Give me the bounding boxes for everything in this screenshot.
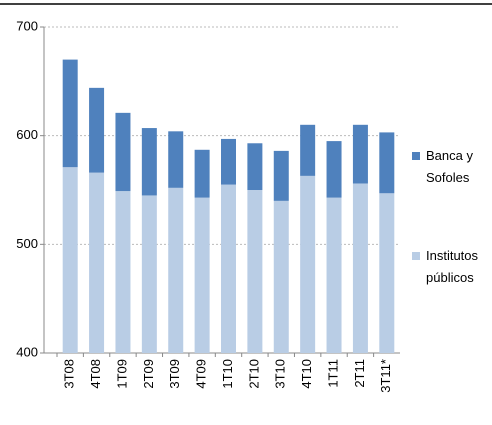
- bar-segment: [247, 190, 263, 353]
- x-tick-label: 4T09: [194, 359, 209, 389]
- x-tick-label: 1T10: [220, 359, 235, 389]
- bar-segment: [300, 175, 316, 353]
- legend-entry: Banca y Sofoles: [412, 145, 486, 189]
- x-tick-label: 2T10: [246, 359, 261, 389]
- bar-segment: [273, 200, 289, 353]
- x-tick-label: 2T11: [352, 359, 367, 388]
- bar-segment: [168, 131, 184, 188]
- bar-segment: [300, 124, 316, 176]
- bar-segment: [141, 128, 157, 196]
- bar-segment: [326, 141, 342, 198]
- legend-entry: Institutos públicos: [412, 245, 486, 289]
- bar-segment: [273, 150, 289, 201]
- legend-label: Banca y Sofoles: [426, 148, 473, 185]
- x-tick-label: 1T09: [114, 359, 129, 389]
- bar-segment: [115, 112, 131, 192]
- x-tick-label: 3T11*: [378, 359, 393, 393]
- bar-segment: [221, 138, 236, 185]
- bar-segment: [89, 172, 105, 353]
- bar-segment: [62, 59, 78, 168]
- bar-segment: [194, 197, 210, 353]
- x-tick-label: 3T09: [167, 359, 182, 389]
- bar-segment: [194, 149, 210, 198]
- bar-segment: [168, 187, 184, 353]
- bar-segment: [326, 197, 342, 353]
- bar-segment: [379, 132, 395, 194]
- legend-label: Institutos públicos: [426, 248, 479, 285]
- x-tick-label: 3T10: [273, 359, 288, 389]
- bar-segment: [89, 87, 105, 173]
- x-tick-label: 4T10: [299, 359, 314, 389]
- x-tick-label: 1T11: [325, 359, 340, 388]
- x-tick-label: 2T09: [141, 359, 156, 389]
- y-tick-label: 700: [16, 18, 38, 33]
- x-tick-label: 3T08: [62, 359, 77, 389]
- bar-segment: [352, 124, 368, 184]
- bar-segment: [247, 143, 263, 190]
- bar-segment: [141, 195, 157, 353]
- x-tick-label: 4T08: [88, 359, 103, 389]
- bar-segment: [115, 191, 131, 353]
- y-tick-label: 600: [16, 127, 38, 142]
- bar-segment: [352, 183, 368, 353]
- legend-swatch: [412, 252, 420, 260]
- bar-segment: [221, 184, 236, 353]
- bar-segment: [62, 167, 78, 353]
- bar-segment: [379, 193, 395, 353]
- y-tick-label: 500: [16, 236, 38, 251]
- legend-swatch: [412, 152, 420, 160]
- y-tick-label: 400: [16, 344, 38, 359]
